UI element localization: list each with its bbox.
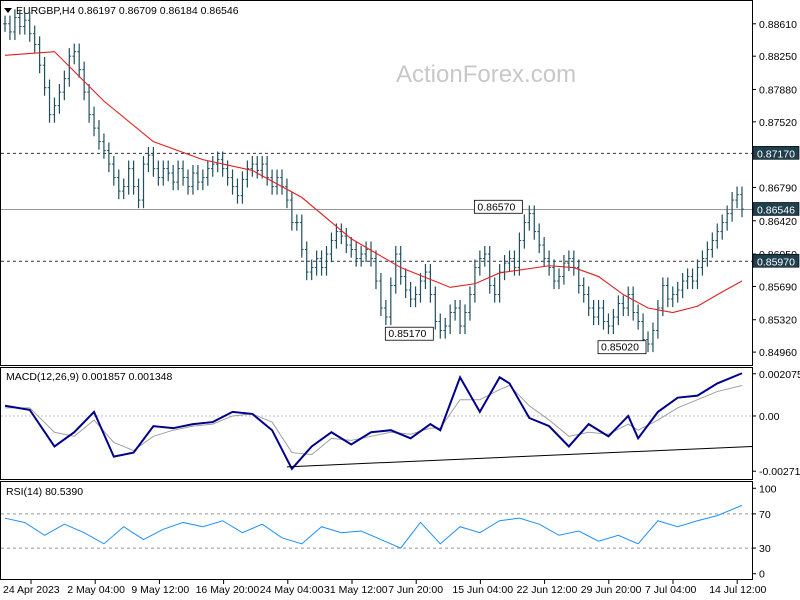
x-tick-label: 7 Jul 04:00	[645, 584, 697, 596]
y-tick-label: 100	[759, 483, 777, 495]
current-price-tag-box	[752, 202, 800, 216]
sma-line	[4, 51, 743, 314]
macd-title: MACD(12,26,9) 0.001857 0.001348	[6, 371, 173, 383]
x-tick-label: 9 May 12:00	[131, 584, 189, 596]
ohlc-label: 0.86197 0.86709 0.86184 0.86546	[78, 5, 239, 17]
rsi-line	[4, 504, 743, 549]
price-panel	[0, 0, 753, 366]
symbol-label: EURGBP,H4	[16, 5, 75, 17]
level-tag-box	[752, 146, 800, 160]
x-tick-label: 24 Apr 2023	[3, 584, 60, 596]
x-tick-label: 15 Jun 04:00	[452, 584, 513, 596]
chart-header: EURGBP,H4 0.86197 0.86709 0.86184 0.8654…	[4, 5, 239, 17]
current-price-tag: 0.86546	[757, 204, 795, 216]
y-tick-label: 0.85690	[759, 281, 797, 293]
x-tick-label: 24 May 04:00	[260, 584, 324, 596]
y-tick-label: 0.002075	[759, 369, 800, 381]
y-tick-label: 0.86790	[759, 182, 797, 194]
annotation-box	[597, 340, 647, 355]
x-tick-label: 22 Jun 12:00	[517, 584, 578, 596]
y-tick-label: 0.88250	[759, 51, 797, 63]
macd-panel	[0, 367, 753, 480]
annotation-label: 0.85020	[601, 342, 639, 354]
level-tag: 0.85970	[757, 256, 795, 268]
y-tick-label: 0.87520	[759, 117, 797, 129]
annotation-label: 0.86570	[477, 201, 515, 213]
macd-trendline	[286, 445, 753, 468]
y-tick-label: -0.002716	[759, 466, 800, 478]
x-tick-label: 16 May 20:00	[196, 584, 260, 596]
y-tick-label: 0.87880	[759, 84, 797, 96]
y-tick-label: 0.86420	[759, 216, 797, 228]
level-tag: 0.87170	[757, 148, 795, 160]
x-tick-label: 31 May 12:00	[324, 584, 388, 596]
y-tick-label: 0.84960	[759, 347, 797, 359]
macd-line	[4, 372, 743, 471]
annotation-box	[473, 199, 523, 214]
rsi-title: RSI(14) 80.5390	[6, 486, 83, 498]
y-tick-label: 0.00	[759, 411, 780, 423]
watermark: ActionForex.com	[396, 61, 576, 88]
x-tick-label: 29 Jun 20:00	[581, 584, 642, 596]
dropdown-triangle-icon[interactable]	[4, 8, 12, 13]
y-tick-label: 0.88610	[759, 19, 797, 31]
annotation-box	[384, 326, 434, 341]
x-tick-label: 14 Jul 12:00	[709, 584, 766, 596]
x-tick-label: 7 Jun 20:00	[388, 584, 443, 596]
rsi-panel	[0, 481, 753, 580]
y-tick-label: 70	[759, 509, 771, 521]
level-tag-box	[752, 253, 800, 268]
y-tick-label: 0	[759, 569, 765, 581]
y-tick-label: 30	[759, 543, 771, 555]
annotation-label: 0.85170	[388, 328, 426, 340]
y-tick-label: 0.85320	[759, 315, 797, 327]
macd-signal-line	[5, 384, 743, 456]
x-tick-label: 2 May 04:00	[67, 584, 125, 596]
